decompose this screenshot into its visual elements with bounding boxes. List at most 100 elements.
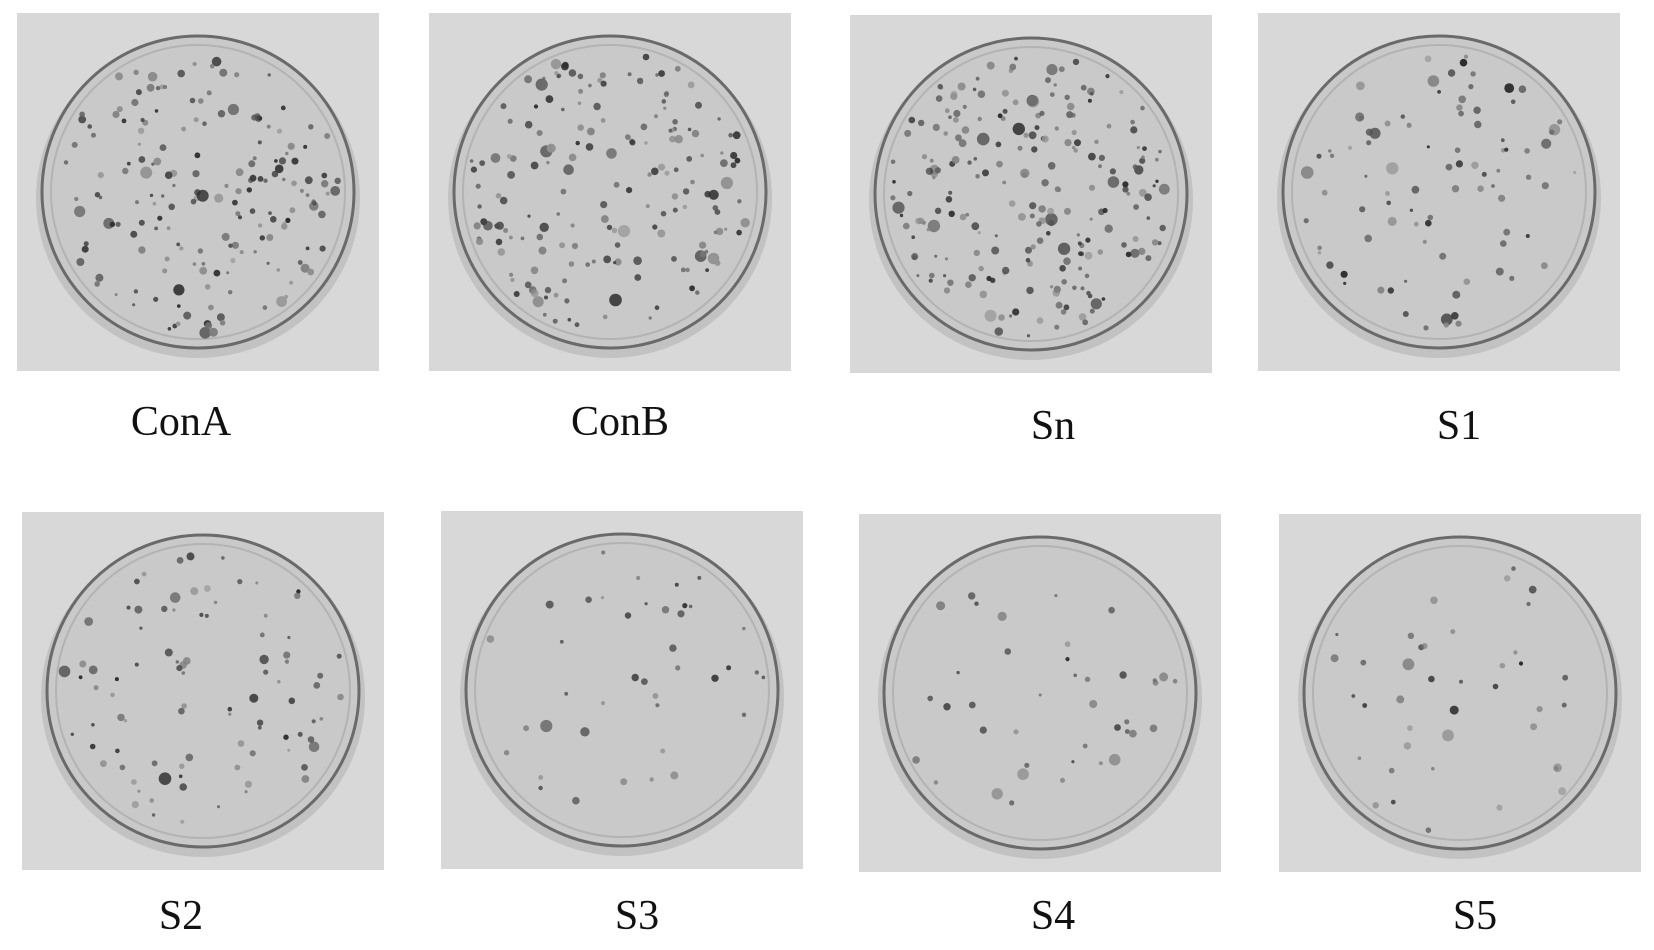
colony (157, 215, 163, 221)
colony (270, 216, 277, 223)
plate-photo-s4 (859, 514, 1221, 872)
colony (162, 268, 168, 274)
colony (620, 778, 628, 786)
colony (1443, 322, 1449, 328)
colony (255, 581, 259, 585)
colony (655, 73, 659, 77)
colony (588, 83, 592, 88)
colony (1504, 575, 1511, 582)
colony (977, 90, 986, 98)
colony (991, 788, 1003, 800)
colony (276, 268, 280, 272)
colony (115, 72, 123, 81)
colony (1447, 69, 1456, 77)
colony (153, 296, 159, 302)
colony (257, 725, 262, 730)
colony (734, 157, 741, 164)
colony (1451, 312, 1459, 320)
colony (601, 701, 605, 706)
colony (1335, 632, 1339, 637)
colony (193, 117, 199, 123)
colony (975, 174, 980, 179)
colony (1074, 139, 1081, 147)
colony (1458, 95, 1466, 104)
colony (995, 141, 1002, 148)
colony (899, 213, 904, 218)
colony (305, 193, 310, 198)
colony (1029, 213, 1035, 219)
colony (176, 242, 181, 247)
colony (1321, 189, 1328, 196)
colony (935, 95, 943, 102)
colony (1451, 185, 1460, 193)
colony (921, 154, 928, 160)
colony (1025, 246, 1032, 254)
colony (707, 252, 720, 265)
colony (1028, 131, 1037, 140)
colony (503, 228, 509, 233)
colony (134, 605, 143, 614)
colony (325, 191, 330, 196)
colony (199, 266, 208, 275)
colony (152, 201, 157, 206)
colony (1002, 108, 1008, 114)
colony (208, 304, 214, 311)
colony (476, 237, 484, 245)
colony (1130, 119, 1135, 125)
colony (1384, 120, 1391, 127)
colony (1012, 308, 1020, 316)
colony (664, 170, 670, 176)
colony (274, 164, 284, 174)
colony (658, 163, 666, 171)
colony (140, 117, 145, 123)
colony (226, 271, 230, 275)
colony (198, 98, 204, 104)
colony (961, 126, 970, 134)
colony (291, 157, 299, 165)
colony (147, 71, 158, 82)
colony (507, 118, 513, 124)
colony (761, 675, 766, 680)
colony (1427, 214, 1434, 221)
colony (267, 73, 271, 77)
colony (98, 195, 103, 200)
colony (1078, 251, 1083, 256)
colony (1347, 145, 1353, 150)
colony (81, 245, 89, 253)
colony (1055, 301, 1063, 309)
colony (237, 740, 245, 747)
colony (1403, 742, 1412, 750)
colony (932, 123, 940, 131)
colony (228, 243, 233, 248)
colony (1316, 153, 1322, 159)
colony (1048, 219, 1055, 227)
colony (100, 760, 107, 767)
colony (1317, 245, 1322, 251)
colony (319, 245, 326, 252)
colony (186, 552, 195, 561)
colony (194, 152, 201, 159)
colony (307, 268, 315, 276)
colony (593, 102, 601, 111)
petri-dish (1302, 535, 1618, 851)
colony (691, 129, 700, 138)
colony (1557, 119, 1563, 125)
colony (601, 550, 606, 555)
colony (1440, 313, 1453, 326)
colony (141, 571, 147, 577)
colony (638, 79, 644, 85)
colony (917, 217, 924, 224)
colony (126, 161, 131, 166)
colony (1439, 252, 1447, 260)
colony (717, 117, 721, 121)
plate-label-conb: ConB (570, 399, 670, 445)
colony (490, 153, 501, 163)
colony (301, 764, 308, 771)
colony (728, 132, 733, 138)
colony (1496, 168, 1501, 173)
colony (1139, 157, 1146, 164)
colony (1530, 723, 1538, 731)
colony (907, 190, 913, 197)
colony (486, 635, 495, 643)
colony (313, 682, 321, 689)
